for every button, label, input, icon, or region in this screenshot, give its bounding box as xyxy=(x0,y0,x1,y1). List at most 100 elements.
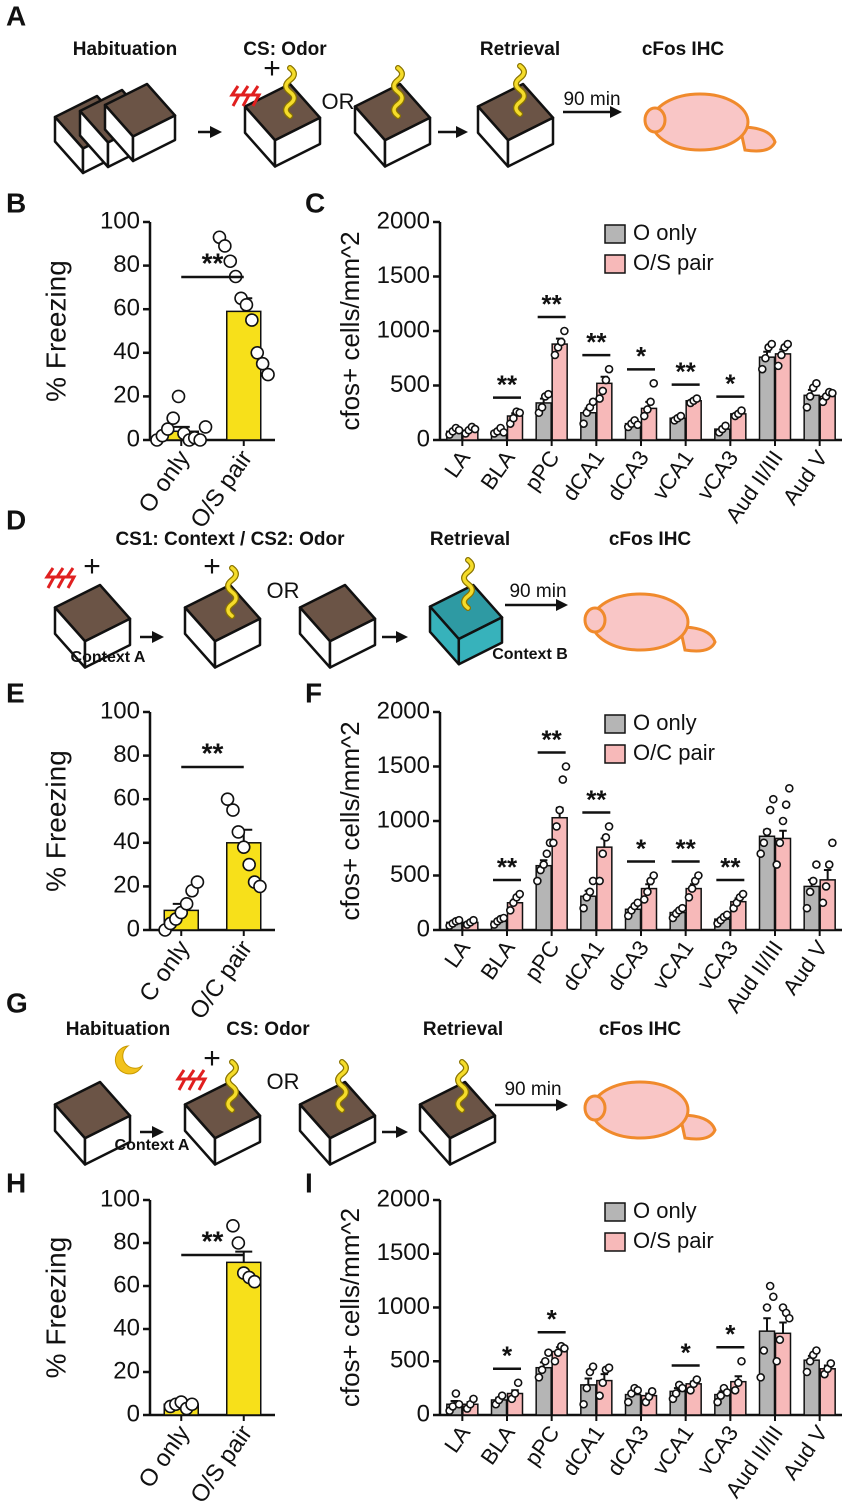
data-point xyxy=(542,849,552,859)
data-point xyxy=(805,392,815,401)
data-point xyxy=(556,337,566,347)
y-tick-label: 0 xyxy=(127,915,140,942)
data-point xyxy=(239,298,254,312)
x-tick-label: O/S pair xyxy=(185,446,258,534)
arrow-head xyxy=(456,126,468,138)
step-label: CS1: Context / CS2: Odor xyxy=(115,529,345,550)
y-tick-label: 1000 xyxy=(377,1293,430,1320)
arrow-head xyxy=(610,106,622,118)
data-point xyxy=(598,1378,608,1388)
data-point xyxy=(633,1385,643,1395)
legend-label: O only xyxy=(633,710,697,735)
bar xyxy=(774,837,792,931)
data-point xyxy=(722,1388,732,1397)
data-point xyxy=(231,825,246,839)
panel-letter: B xyxy=(6,187,26,218)
significance-label: * xyxy=(725,368,736,398)
x-tick-label: O/S pair xyxy=(185,1421,258,1501)
legend-label: O/S pair xyxy=(633,1228,714,1253)
plus: + xyxy=(83,550,101,583)
box-side xyxy=(273,116,322,168)
data-point xyxy=(775,838,785,848)
odor xyxy=(284,66,296,118)
x-tick-label: BLA xyxy=(476,1421,521,1470)
data-point xyxy=(560,326,569,336)
x-tick-label: BLA xyxy=(476,936,521,985)
y-tick-label: 40 xyxy=(113,338,140,365)
context-label: Context B xyxy=(492,646,568,663)
panel-letter: C xyxy=(305,187,325,218)
data-point xyxy=(781,800,791,809)
or-label: OR xyxy=(322,89,355,114)
legend-label: O/S pair xyxy=(633,250,714,275)
data-point xyxy=(469,1394,478,1404)
y-tick-label: 80 xyxy=(113,1228,140,1255)
panel-letter: G xyxy=(6,987,28,1018)
odor xyxy=(226,1060,238,1112)
x-tick-label: C only xyxy=(134,936,195,1007)
data-point xyxy=(737,1356,746,1366)
data-point xyxy=(684,892,694,902)
data-point xyxy=(828,388,837,398)
data-point xyxy=(553,1348,563,1357)
data-point xyxy=(778,816,788,826)
data-point xyxy=(185,1397,199,1412)
y-tick-label: 60 xyxy=(113,785,140,812)
step-label: CS: Odor xyxy=(243,39,327,60)
data-point xyxy=(579,419,588,428)
x-tick-label: Aud V xyxy=(778,1421,833,1485)
y-tick-label: 40 xyxy=(113,828,140,855)
bar xyxy=(803,394,820,441)
significance-label: ** xyxy=(497,370,518,400)
data-point xyxy=(601,833,611,842)
data-point xyxy=(802,1367,812,1377)
data-point xyxy=(193,433,207,447)
x-tick-label: O only xyxy=(133,1421,195,1493)
x-tick-label: vCA1 xyxy=(647,936,698,994)
data-point xyxy=(604,822,614,831)
legend-swatch xyxy=(604,254,626,274)
x-tick-label: LA xyxy=(439,1421,475,1458)
brain xyxy=(583,1094,607,1122)
box-side xyxy=(83,1114,132,1166)
y-tick-label: 20 xyxy=(113,872,140,899)
significance-label: ** xyxy=(676,833,697,863)
bar xyxy=(226,310,262,441)
y-tick-label: 1000 xyxy=(377,316,430,343)
significance-label: * xyxy=(547,1304,558,1334)
data-point xyxy=(805,887,815,897)
legend-swatch xyxy=(604,224,626,244)
odor xyxy=(336,1060,348,1112)
step-label: cFos IHC xyxy=(599,1019,682,1040)
data-point xyxy=(510,1389,520,1398)
significance-label: * xyxy=(681,1337,692,1367)
data-point xyxy=(561,762,571,771)
y-tick-label: 1500 xyxy=(377,752,430,779)
data-point xyxy=(470,424,480,434)
y-tick-label: 1000 xyxy=(377,806,430,833)
bar xyxy=(535,864,552,931)
x-tick-label: O only xyxy=(133,446,195,518)
bar xyxy=(596,846,613,931)
panel-letter: A xyxy=(6,0,26,31)
context-label: Context A xyxy=(115,1137,190,1154)
significance-label: ** xyxy=(202,247,224,278)
data-point xyxy=(579,903,588,913)
data-point xyxy=(218,239,232,253)
data-point xyxy=(737,406,746,415)
data-point xyxy=(643,405,652,414)
data-point xyxy=(765,805,775,815)
brain xyxy=(643,106,667,134)
odor xyxy=(462,558,474,610)
error-bar xyxy=(763,1317,771,1332)
data-point xyxy=(826,1359,836,1368)
data-point xyxy=(738,889,748,899)
data-point xyxy=(687,884,697,893)
data-point xyxy=(179,897,194,911)
data-point xyxy=(595,1391,604,1400)
data-point xyxy=(772,1356,782,1366)
data-point xyxy=(777,350,786,360)
data-point xyxy=(255,356,270,371)
shock xyxy=(64,567,77,589)
data-point xyxy=(537,1365,547,1375)
